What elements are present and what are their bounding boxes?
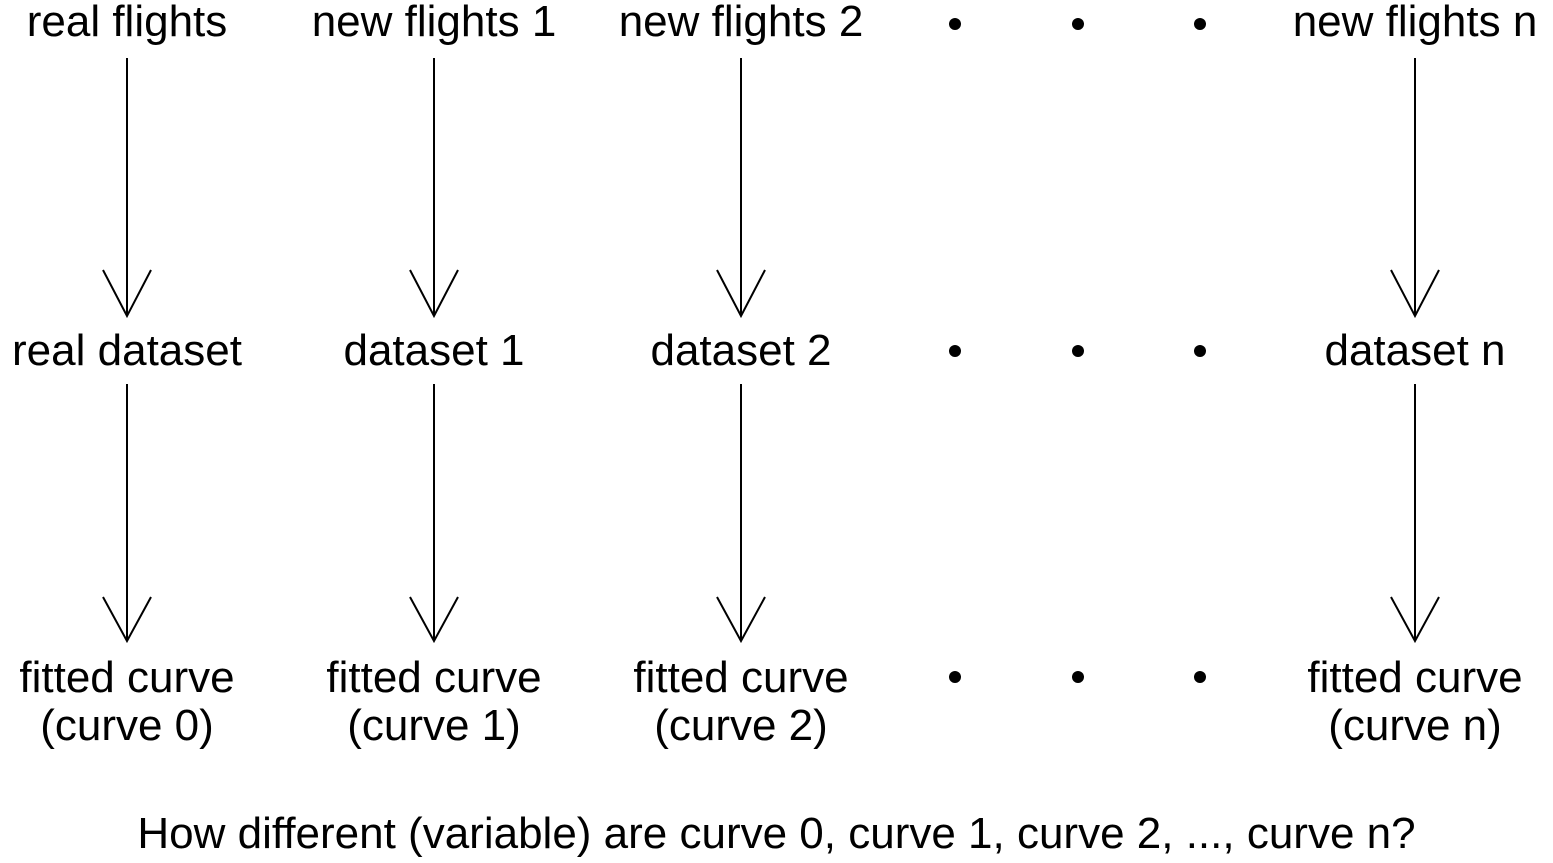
arrow-dataset-to-curve-col0 [102,384,152,644]
curve-label-coln: fitted curve (curve n) [1307,654,1522,750]
curve-label-line2: (curve 2) [654,701,828,750]
arrow-source-to-dataset-col1 [409,58,459,319]
curve-label-line2: (curve 0) [40,701,214,750]
curve-label-line1: fitted curve [19,653,235,702]
arrow-source-to-dataset-col2 [716,58,766,319]
ellipsis-dot [1194,671,1206,683]
dataset-label-coln: dataset n [1324,326,1506,375]
curve-label-line1: fitted curve [633,653,849,702]
comparison-question: How different (variable) are curve 0, cu… [137,809,1416,858]
ellipsis-dot [949,18,961,30]
arrow-source-to-dataset-col0 [102,58,152,319]
ellipsis-dot [949,671,961,683]
ellipsis-dot [949,345,961,357]
ellipsis-dot [1072,18,1084,30]
dataset-label-col0: real dataset [12,326,242,375]
arrow-dataset-to-curve-col1 [409,384,459,644]
dataset-label-col1: dataset 1 [343,326,525,375]
curve-label-col2: fitted curve (curve 2) [633,654,848,750]
curve-label-col1: fitted curve (curve 1) [326,654,541,750]
dataset-label-col2: dataset 2 [650,326,832,375]
source-label-col1: new flights 1 [311,0,557,46]
arrow-dataset-to-curve-col2 [716,384,766,644]
curve-label-col0: fitted curve (curve 0) [19,654,234,750]
curve-label-line2: (curve n) [1328,701,1502,750]
arrow-source-to-dataset-coln [1390,58,1440,319]
ellipsis-dot [1072,671,1084,683]
source-label-coln: new flights n [1292,0,1538,46]
ellipsis-dot [1194,345,1206,357]
curve-label-line1: fitted curve [1307,653,1523,702]
arrow-dataset-to-curve-coln [1390,384,1440,644]
curve-label-line2: (curve 1) [347,701,521,750]
source-label-col0: real flights [26,0,228,46]
ellipsis-dot [1072,345,1084,357]
curve-label-line1: fitted curve [326,653,542,702]
source-label-col2: new flights 2 [618,0,864,46]
ellipsis-dot [1194,18,1206,30]
